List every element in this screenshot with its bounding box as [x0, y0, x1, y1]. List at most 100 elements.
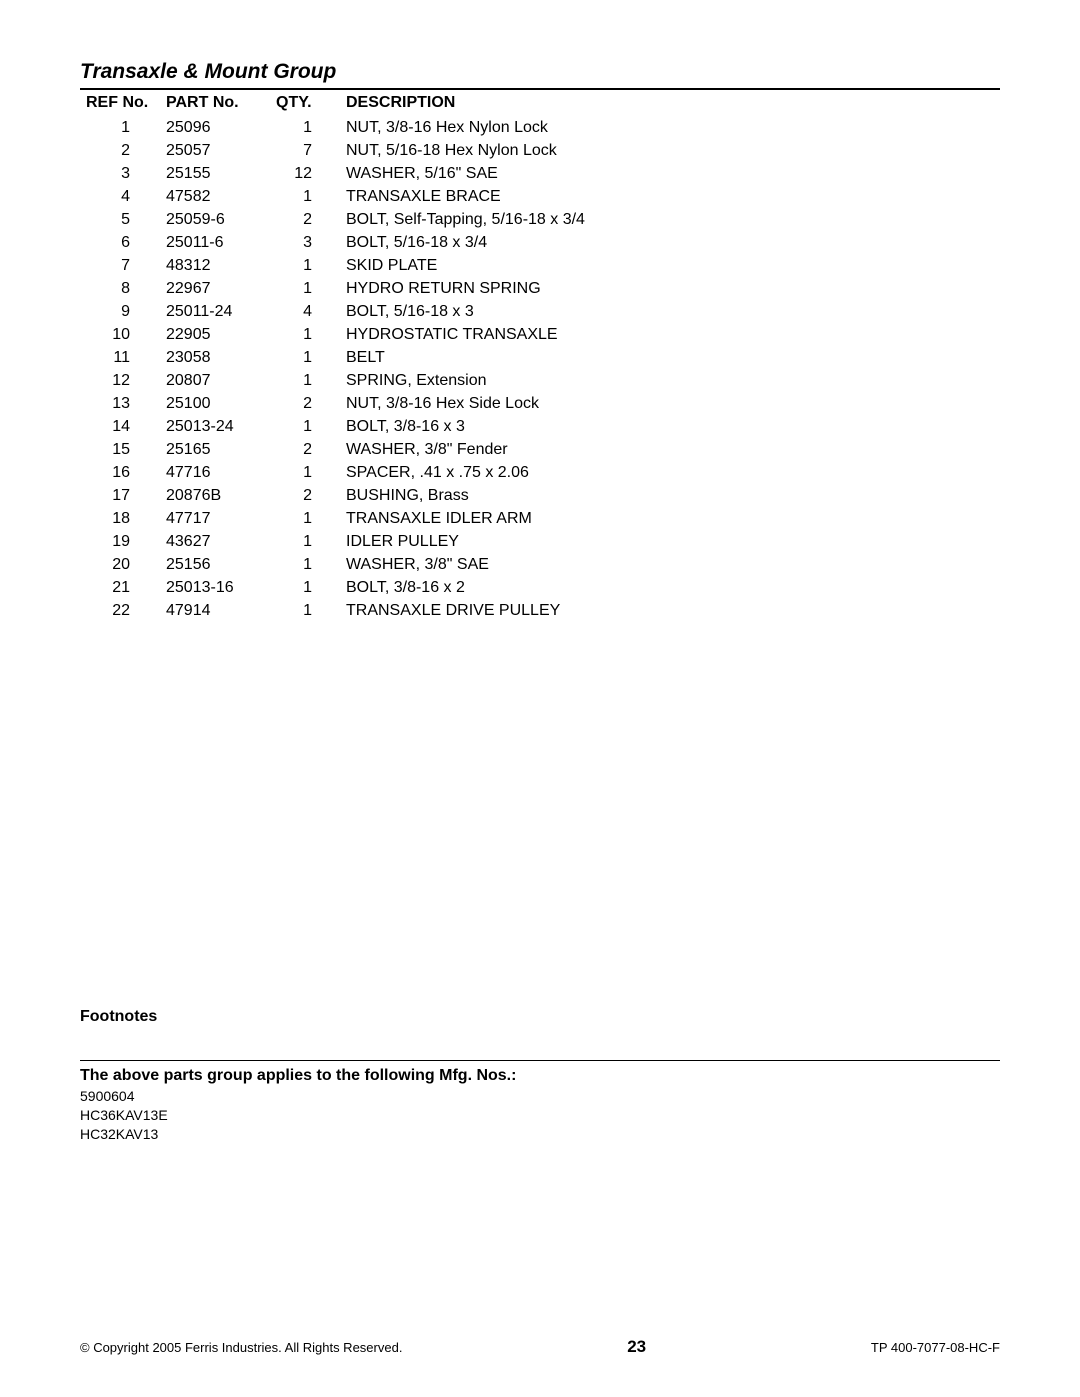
- footer-page-number: 23: [627, 1337, 646, 1357]
- cell-desc: TRANSAXLE IDLER ARM: [340, 507, 591, 530]
- cell-desc: NUT, 3/8-16 Hex Side Lock: [340, 392, 591, 415]
- cell-desc: TRANSAXLE BRACE: [340, 185, 591, 208]
- cell-desc: HYDRO RETURN SPRING: [340, 277, 591, 300]
- cell-desc: BOLT, 3/8-16 x 3: [340, 415, 591, 438]
- table-row: 12208071SPRING, Extension: [80, 369, 591, 392]
- col-header-qty: QTY.: [270, 92, 340, 116]
- cell-part: 25057: [160, 139, 270, 162]
- cell-qty: 2: [270, 438, 340, 461]
- cell-qty: 1: [270, 277, 340, 300]
- cell-qty: 12: [270, 162, 340, 185]
- cell-ref: 17: [80, 484, 160, 507]
- cell-desc: IDLER PULLEY: [340, 530, 591, 553]
- cell-desc: WASHER, 5/16" SAE: [340, 162, 591, 185]
- table-row: 7483121SKID PLATE: [80, 254, 591, 277]
- cell-qty: 2: [270, 208, 340, 231]
- cell-ref: 6: [80, 231, 160, 254]
- cell-qty: 1: [270, 553, 340, 576]
- cell-ref: 15: [80, 438, 160, 461]
- cell-part: 47717: [160, 507, 270, 530]
- mfg-list: 5900604HC36KAV13EHC32KAV13: [80, 1087, 1000, 1144]
- cell-desc: SPACER, .41 x .75 x 2.06: [340, 461, 591, 484]
- cell-desc: HYDROSTATIC TRANSAXLE: [340, 323, 591, 346]
- col-header-ref: REF No.: [80, 92, 160, 116]
- parts-table-body: 1250961NUT, 3/8-16 Hex Nylon Lock2250577…: [80, 116, 591, 622]
- table-row: 13251002NUT, 3/8-16 Hex Side Lock: [80, 392, 591, 415]
- cell-part: 47914: [160, 599, 270, 622]
- cell-qty: 1: [270, 254, 340, 277]
- table-row: 22479141TRANSAXLE DRIVE PULLEY: [80, 599, 591, 622]
- table-row: 16477161SPACER, .41 x .75 x 2.06: [80, 461, 591, 484]
- cell-part: 48312: [160, 254, 270, 277]
- cell-qty: 1: [270, 530, 340, 553]
- cell-ref: 22: [80, 599, 160, 622]
- section-title: Transaxle & Mount Group: [80, 60, 1000, 84]
- cell-ref: 10: [80, 323, 160, 346]
- cell-part: 22967: [160, 277, 270, 300]
- cell-part: 25013-16: [160, 576, 270, 599]
- table-row: 4475821TRANSAXLE BRACE: [80, 185, 591, 208]
- table-row: 1250961NUT, 3/8-16 Hex Nylon Lock: [80, 116, 591, 139]
- table-row: 925011-244BOLT, 5/16-18 x 3: [80, 300, 591, 323]
- table-row: 2125013-161BOLT, 3/8-16 x 2: [80, 576, 591, 599]
- cell-ref: 14: [80, 415, 160, 438]
- page: Transaxle & Mount Group REF No. PART No.…: [0, 0, 1080, 1397]
- cell-qty: 2: [270, 392, 340, 415]
- cell-qty: 1: [270, 461, 340, 484]
- table-row: 8229671HYDRO RETURN SPRING: [80, 277, 591, 300]
- footer-copyright: © Copyright 2005 Ferris Industries. All …: [80, 1340, 402, 1355]
- cell-ref: 9: [80, 300, 160, 323]
- cell-qty: 4: [270, 300, 340, 323]
- cell-part: 25100: [160, 392, 270, 415]
- table-row: 20251561WASHER, 3/8" SAE: [80, 553, 591, 576]
- cell-part: 25011-6: [160, 231, 270, 254]
- footnotes-block: Footnotes The above parts group applies …: [80, 1008, 1000, 1144]
- cell-ref: 19: [80, 530, 160, 553]
- cell-part: 25165: [160, 438, 270, 461]
- cell-qty: 1: [270, 116, 340, 139]
- table-row: 525059-62BOLT, Self-Tapping, 5/16-18 x 3…: [80, 208, 591, 231]
- cell-desc: WASHER, 3/8" SAE: [340, 553, 591, 576]
- footer-doc-id: TP 400-7077-08-HC-F: [871, 1340, 1000, 1355]
- cell-qty: 1: [270, 576, 340, 599]
- applies-label: The above parts group applies to the fol…: [80, 1067, 1000, 1085]
- cell-ref: 7: [80, 254, 160, 277]
- cell-qty: 1: [270, 346, 340, 369]
- cell-ref: 16: [80, 461, 160, 484]
- cell-ref: 3: [80, 162, 160, 185]
- cell-ref: 2: [80, 139, 160, 162]
- cell-qty: 1: [270, 415, 340, 438]
- table-row: 1720876B2BUSHING, Brass: [80, 484, 591, 507]
- col-header-part: PART No.: [160, 92, 270, 116]
- cell-qty: 1: [270, 369, 340, 392]
- cell-part: 25155: [160, 162, 270, 185]
- cell-desc: NUT, 5/16-18 Hex Nylon Lock: [340, 139, 591, 162]
- cell-desc: BOLT, 5/16-18 x 3/4: [340, 231, 591, 254]
- table-row: 2250577NUT, 5/16-18 Hex Nylon Lock: [80, 139, 591, 162]
- cell-part: 25011-24: [160, 300, 270, 323]
- cell-qty: 7: [270, 139, 340, 162]
- cell-desc: TRANSAXLE DRIVE PULLEY: [340, 599, 591, 622]
- cell-part: 20807: [160, 369, 270, 392]
- cell-part: 25156: [160, 553, 270, 576]
- cell-ref: 12: [80, 369, 160, 392]
- cell-ref: 1: [80, 116, 160, 139]
- cell-qty: 1: [270, 323, 340, 346]
- cell-ref: 5: [80, 208, 160, 231]
- cell-desc: BOLT, 3/8-16 x 2: [340, 576, 591, 599]
- table-row: 1425013-241BOLT, 3/8-16 x 3: [80, 415, 591, 438]
- title-divider: [80, 88, 1000, 90]
- parts-table: REF No. PART No. QTY. DESCRIPTION 125096…: [80, 92, 591, 622]
- table-row: 32515512WASHER, 5/16" SAE: [80, 162, 591, 185]
- cell-desc: WASHER, 3/8" Fender: [340, 438, 591, 461]
- cell-part: 43627: [160, 530, 270, 553]
- footnotes-label: Footnotes: [80, 1008, 1000, 1026]
- col-header-desc: DESCRIPTION: [340, 92, 591, 116]
- cell-part: 47582: [160, 185, 270, 208]
- cell-part: 25013-24: [160, 415, 270, 438]
- table-row: 10229051HYDROSTATIC TRANSAXLE: [80, 323, 591, 346]
- cell-ref: 8: [80, 277, 160, 300]
- cell-part: 23058: [160, 346, 270, 369]
- cell-part: 25059-6: [160, 208, 270, 231]
- cell-desc: SKID PLATE: [340, 254, 591, 277]
